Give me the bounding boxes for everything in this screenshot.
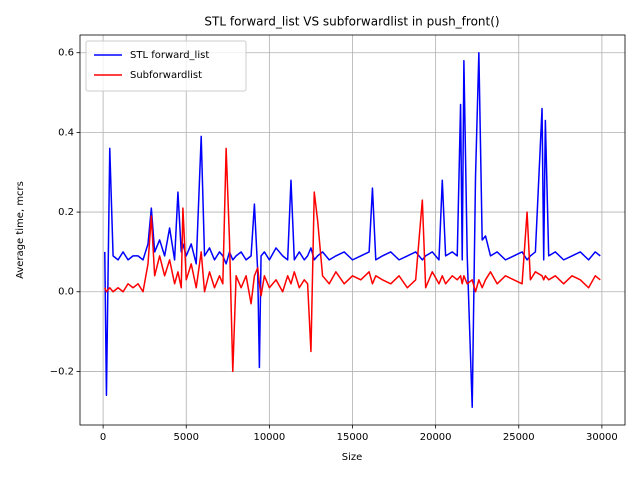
x-tick-label: 25000 — [503, 432, 535, 443]
chart-title: STL forward_list VS subforwardlist in pu… — [204, 15, 499, 29]
y-axis-label: Average time, mcrs — [15, 181, 26, 279]
x-tick-label: 5000 — [174, 432, 199, 443]
series-line — [104, 147, 601, 373]
legend-box — [85, 40, 247, 92]
legend-label: Subforwardlist — [130, 70, 202, 81]
x-tick-label: 10000 — [253, 432, 285, 443]
legend: STL forward_list Subforwardlist — [85, 40, 247, 92]
x-axis-label: Size — [342, 452, 363, 463]
legend-label: STL forward_list — [130, 50, 209, 61]
axes-frame — [79, 34, 626, 426]
x-tick-label: 0 — [100, 432, 106, 443]
y-tick-label: 0.2 — [58, 207, 74, 218]
plot-area — [104, 51, 601, 409]
y-tick-label: 0.6 — [58, 48, 74, 59]
x-tick-label: 15000 — [337, 432, 369, 443]
y-tick-label: 0.4 — [58, 127, 74, 138]
y-tick-label: −0.2 — [50, 366, 74, 377]
x-tick-label: 20000 — [420, 432, 452, 443]
series-line — [104, 51, 601, 409]
x-tick-label: 30000 — [586, 432, 618, 443]
y-tick-label: 0.0 — [58, 287, 74, 298]
